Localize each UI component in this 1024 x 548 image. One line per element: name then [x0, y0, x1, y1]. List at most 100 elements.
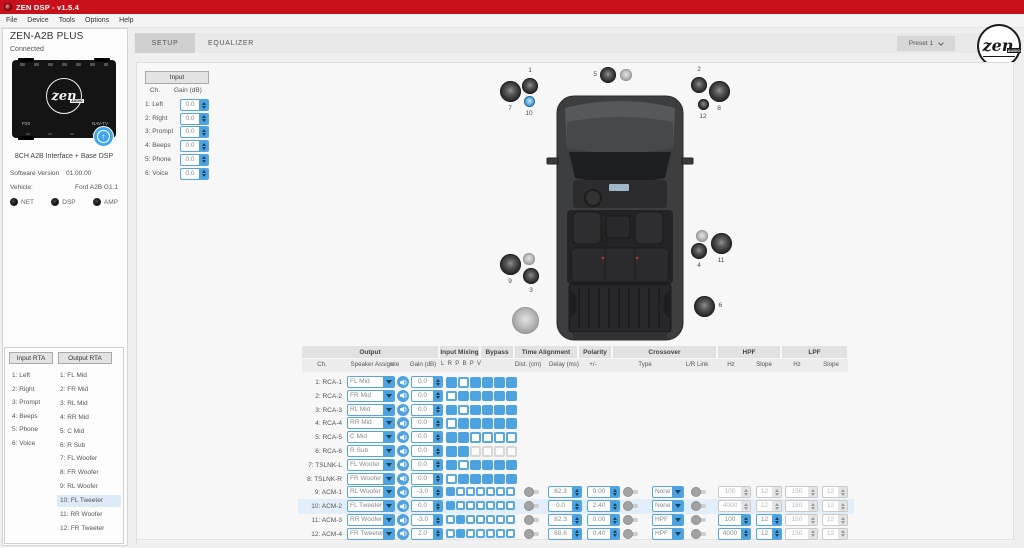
spinner-arrows-icon[interactable] [772, 515, 781, 525]
speaker-assign-dropdown[interactable]: FL Mid [347, 376, 395, 388]
mix-checkbox[interactable] [470, 418, 481, 429]
speaker-assign-dropdown[interactable]: R Sub [347, 445, 395, 457]
polarity-toggle[interactable] [623, 515, 639, 525]
spinner-arrows-icon[interactable] [433, 418, 442, 429]
mix-checkbox[interactable] [446, 515, 455, 524]
mix-checkbox[interactable] [494, 432, 505, 443]
spinner-arrows-icon[interactable] [199, 141, 208, 152]
dropdown-arrow-icon[interactable] [672, 501, 683, 512]
delay-spinner[interactable]: 0.40 [587, 527, 620, 540]
mix-checkbox[interactable] [476, 487, 485, 497]
mute-button[interactable] [397, 500, 409, 513]
output-gain-spinner[interactable]: -3.0 [411, 514, 443, 526]
mix-checkbox[interactable] [456, 487, 465, 497]
mute-button[interactable] [397, 472, 409, 485]
dropdown-arrow-icon[interactable] [672, 487, 683, 498]
dropdown-arrow-icon[interactable] [383, 515, 394, 525]
output-rta-item[interactable]: 10: FL Tweeter [60, 497, 103, 505]
output-gain-spinner[interactable]: 2.0 [411, 527, 443, 540]
mix-checkbox[interactable] [458, 446, 469, 457]
dropdown-arrow-icon[interactable] [383, 404, 394, 415]
speaker-position-6[interactable] [693, 295, 715, 317]
mute-button[interactable] [397, 458, 409, 471]
mix-checkbox[interactable] [496, 515, 505, 524]
mix-checkbox[interactable] [466, 501, 475, 511]
dropdown-arrow-icon[interactable] [383, 528, 394, 539]
mute-button[interactable] [397, 389, 409, 402]
mix-checkbox[interactable] [446, 446, 457, 457]
lr-link-toggle[interactable] [691, 487, 707, 498]
dropdown-arrow-icon[interactable] [383, 459, 394, 470]
delay-spinner[interactable]: 2.40 [587, 500, 620, 513]
mix-checkbox[interactable] [494, 390, 505, 402]
speaker-assign-dropdown[interactable]: FL Woofer [347, 458, 395, 471]
tab-equalizer[interactable]: EQUALIZER [208, 39, 254, 47]
mix-checkbox[interactable] [458, 432, 469, 443]
output-rta-item[interactable]: 3: RL Mid [60, 399, 88, 407]
mute-button[interactable] [397, 514, 409, 526]
output-gain-spinner[interactable]: 0.0 [411, 403, 443, 416]
speaker-assign-dropdown[interactable]: C Mid [347, 431, 395, 444]
input-rta-item[interactable]: 1: Left [12, 372, 31, 379]
menu-item-options[interactable]: Options [85, 17, 110, 24]
dropdown-arrow-icon[interactable] [383, 487, 394, 498]
spinner-arrows-icon[interactable] [838, 487, 847, 498]
mix-checkbox[interactable] [506, 377, 517, 388]
lpf-slope-spinner[interactable]: 12 [822, 500, 848, 513]
input-gain-spinner[interactable]: 0.0 [180, 167, 209, 180]
spinner-arrows-icon[interactable] [610, 501, 619, 512]
input-gain-spinner[interactable]: 0.0 [180, 153, 209, 166]
lpf-hz-spinner[interactable]: 150 [785, 500, 818, 513]
spinner-arrows-icon[interactable] [772, 487, 781, 498]
spinner-arrows-icon[interactable] [433, 473, 442, 484]
mute-button[interactable] [397, 403, 409, 416]
input-gain-spinner[interactable]: 0.0 [180, 126, 209, 139]
spinner-arrows-icon[interactable] [741, 501, 750, 512]
spinner-arrows-icon[interactable] [433, 459, 442, 470]
mix-checkbox[interactable] [476, 528, 485, 538]
hpf-hz-spinner[interactable]: 100 [718, 514, 751, 526]
mix-checkbox[interactable] [482, 377, 493, 388]
distance-spinner[interactable]: 68.6 [548, 527, 582, 540]
spinner-arrows-icon[interactable] [741, 528, 750, 539]
lr-link-toggle[interactable] [691, 528, 707, 539]
input-panel-button[interactable]: Input [145, 71, 209, 84]
speaker-position-8[interactable] [708, 80, 730, 102]
hpf-hz-spinner[interactable]: 4000 [718, 527, 751, 540]
spinner-arrows-icon[interactable] [808, 501, 817, 512]
spinner-arrows-icon[interactable] [808, 515, 817, 525]
mix-checkbox[interactable] [446, 528, 455, 538]
spinner-arrows-icon[interactable] [741, 487, 750, 498]
output-rta-item[interactable]: 4: RR Mid [60, 413, 89, 421]
mix-checkbox[interactable] [458, 377, 469, 388]
lpf-hz-spinner[interactable]: 150 [785, 527, 818, 540]
mix-checkbox[interactable] [482, 432, 493, 443]
lr-link-toggle[interactable] [691, 501, 707, 512]
spinner-arrows-icon[interactable] [772, 528, 781, 539]
mix-checkbox[interactable] [486, 528, 495, 538]
mix-checkbox[interactable] [470, 390, 481, 402]
spinner-arrows-icon[interactable] [808, 487, 817, 498]
time-alignment-toggle[interactable] [524, 501, 540, 512]
menu-item-help[interactable]: Help [119, 17, 134, 24]
mute-button[interactable] [397, 527, 409, 540]
menu-item-device[interactable]: Device [27, 17, 49, 24]
spinner-arrows-icon[interactable] [433, 432, 442, 443]
output-rta-item[interactable]: 5: C Mid [60, 427, 85, 435]
output-rta-item[interactable]: 9: RL Woofer [60, 483, 98, 491]
mix-checkbox[interactable] [456, 528, 465, 538]
mix-checkbox[interactable] [446, 473, 457, 485]
mix-checkbox[interactable] [496, 501, 505, 511]
spinner-arrows-icon[interactable] [610, 515, 619, 525]
mix-checkbox[interactable] [446, 501, 455, 511]
mix-checkbox[interactable] [470, 377, 481, 388]
mix-checkbox[interactable] [446, 390, 457, 402]
crossover-type-dropdown[interactable]: HPF [652, 527, 684, 540]
mix-checkbox[interactable] [458, 473, 469, 485]
mix-checkbox[interactable] [506, 528, 515, 538]
dropdown-arrow-icon[interactable] [383, 473, 394, 484]
output-rta-item[interactable]: 8: FR Woofer [60, 469, 99, 477]
hpf-slope-spinner[interactable]: 12 [756, 527, 782, 540]
dropdown-arrow-icon[interactable] [383, 390, 394, 401]
spinner-arrows-icon[interactable] [433, 487, 442, 498]
